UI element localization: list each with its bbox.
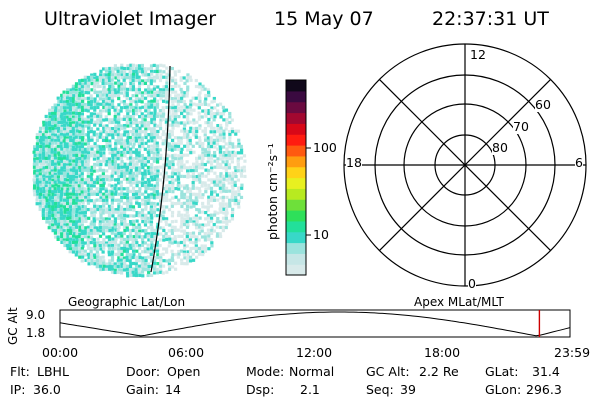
status-seq-value: 39 [400, 382, 416, 397]
status-ip-key: IP: [10, 382, 26, 397]
colorbar-cell [286, 155, 306, 168]
geographic-title: Geographic Lat/Lon [68, 295, 186, 309]
status-seq-key: Seq: [366, 382, 394, 397]
status-gc-alt-value: 2.2 Re [419, 364, 459, 379]
colorbar-cell [286, 123, 306, 135]
observation-time: 22:37:31 UT [432, 8, 549, 30]
altitude-tick-1-8: 1.8 [26, 326, 46, 340]
time-tick-0000: 00:00 [42, 345, 79, 360]
colorbar-cell [286, 112, 306, 124]
colorbar-cell [286, 253, 306, 265]
status-gain-value: 14 [165, 382, 181, 397]
colorbar-tick-label-10: 10 [313, 227, 329, 242]
colorbar-cell [286, 210, 306, 222]
status-filter-key: Flt: [10, 364, 30, 379]
colorbar-cell [286, 220, 306, 233]
colorbar-cell [286, 264, 306, 276]
colorbar-cell [286, 134, 306, 146]
status-gain-key: Gain: [126, 382, 159, 397]
colorbar-cell [286, 90, 306, 103]
time-tick-1800: 18:00 [424, 345, 461, 360]
colorbar-cell [286, 231, 306, 244]
colorbar [286, 80, 306, 276]
colorbar-tick-label-100: 100 [313, 140, 337, 155]
colorbar-frame [285, 79, 307, 276]
status-ip-value: 36.0 [33, 382, 61, 397]
altitude-tick-9: 9.0 [26, 308, 46, 322]
altitude-axis-label: GC Alt [6, 307, 20, 345]
time-tick-0600: 06:00 [168, 345, 205, 360]
terminator-line [150, 65, 171, 273]
mlt-label-6: 6 [575, 155, 583, 170]
status-glat-value: 31.4 [532, 364, 560, 379]
status-mode-value: Normal [289, 364, 335, 379]
mlat-label-80: 80 [492, 140, 508, 155]
altitude-plot-frame [59, 309, 571, 338]
status-dsp-value: 2.1 [300, 382, 320, 397]
status-gc-alt-key: GC Alt: [366, 364, 410, 379]
colorbar-cell [286, 145, 306, 157]
observation-date: 15 May 07 [274, 8, 374, 30]
colorbar-cell [286, 199, 306, 211]
colorbar-cell [286, 188, 306, 200]
status-glon-key: GLon: [485, 382, 522, 397]
time-tick-1200: 12:00 [296, 345, 333, 360]
altitude-curve [59, 311, 571, 337]
status-filter-value: LBHL [37, 364, 69, 379]
colorbar-cell [286, 166, 306, 179]
apex-title: Apex MLat/MLT [414, 295, 504, 309]
colorbar-cell [286, 177, 306, 189]
mlat-label-70: 70 [513, 119, 529, 134]
instrument-title: Ultraviolet Imager [44, 8, 217, 30]
colorbar-cell [286, 101, 306, 114]
time-tick-2359: 23:59 [554, 345, 591, 360]
mlat-label-60: 60 [535, 97, 551, 112]
polar-diagonal-2 [378, 78, 552, 252]
status-door-value: Open [167, 364, 201, 379]
mlt-label-12: 12 [470, 47, 486, 62]
mlt-label-0: 0 [468, 276, 476, 291]
status-door-key: Door: [126, 364, 161, 379]
status-glon-value: 296.3 [526, 382, 562, 397]
colorbar-cell [286, 242, 306, 254]
colorbar-cell [286, 80, 306, 92]
status-mode-key: Mode: [246, 364, 285, 379]
status-dsp-key: Dsp: [246, 382, 275, 397]
mlt-label-18: 18 [346, 155, 362, 170]
status-glat-key: GLat: [485, 364, 519, 379]
earth-disk-image [32, 63, 247, 278]
